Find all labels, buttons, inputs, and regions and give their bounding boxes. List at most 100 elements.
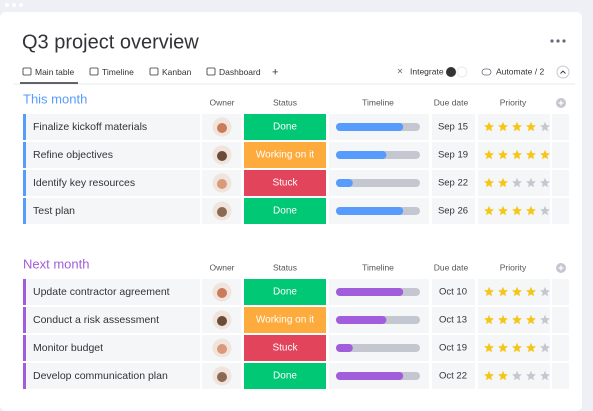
row-accent <box>23 307 26 333</box>
priority-rating[interactable] <box>484 342 550 353</box>
owner-face <box>217 344 227 354</box>
due-date: Oct 13 <box>439 315 467 326</box>
row-accent <box>23 114 26 140</box>
timeline-progress <box>336 344 353 352</box>
timeline-progress <box>336 123 404 131</box>
priority-star <box>526 149 536 160</box>
task-name[interactable]: Update contractor agreement <box>33 286 170 298</box>
task-row[interactable]: Conduct a risk assessment Working on it Oc… <box>23 307 569 333</box>
priority-rating[interactable] <box>484 177 550 188</box>
timeline-progress <box>336 316 387 324</box>
priority-star <box>526 205 536 216</box>
task-row[interactable]: Develop communication plan Done Oct 22 <box>23 363 569 389</box>
priority-star <box>540 121 550 132</box>
integrate-button[interactable]: Integrate <box>410 66 444 76</box>
integration-logo <box>456 66 468 78</box>
priority-star <box>512 342 522 353</box>
extra-cell <box>552 198 569 224</box>
priority-star <box>540 177 550 188</box>
priority-star <box>484 149 494 160</box>
row-accent <box>23 170 26 196</box>
task-row[interactable]: Finalize kickoff materials Done Sep 15 <box>23 114 569 140</box>
owner-face <box>217 179 227 189</box>
due-date: Sep 22 <box>438 178 468 189</box>
status-label: Working on it <box>256 315 314 326</box>
row-accent <box>23 142 26 168</box>
priority-rating[interactable] <box>484 149 550 160</box>
group-title[interactable]: This month <box>23 91 87 106</box>
owner-face <box>217 151 227 161</box>
task-cell <box>26 114 200 140</box>
due-date: Sep 19 <box>438 150 468 161</box>
more-menu[interactable] <box>550 39 566 43</box>
automate-button[interactable]: Automate / 2 <box>496 66 544 76</box>
row-accent <box>23 335 26 361</box>
tab[interactable]: Kanban <box>162 67 192 77</box>
tab[interactable]: + <box>272 66 278 78</box>
due-date-cell <box>432 142 475 168</box>
owner-face <box>217 123 227 133</box>
due-date: Sep 26 <box>438 206 468 217</box>
window-dot <box>12 3 16 7</box>
status-cell[interactable] <box>244 114 326 140</box>
task-cell <box>26 335 200 361</box>
priority-star <box>498 342 508 353</box>
status-cell[interactable] <box>244 307 326 333</box>
tab[interactable]: Main table <box>35 67 74 77</box>
task-cell <box>26 307 200 333</box>
tab[interactable]: Timeline <box>102 67 134 77</box>
integration-logo <box>446 67 456 77</box>
priority-rating[interactable] <box>484 370 550 381</box>
priority-star <box>526 370 536 381</box>
status-label: Stuck <box>272 343 298 354</box>
collapse-button[interactable] <box>556 65 570 79</box>
priority-star <box>526 314 536 325</box>
task-row[interactable]: Monitor budget Stuck Oct 19 <box>23 335 569 361</box>
task-cell <box>26 142 200 168</box>
priority-rating[interactable] <box>484 286 550 297</box>
priority-star <box>512 370 522 381</box>
collapse-icon <box>560 70 566 74</box>
status-cell[interactable] <box>244 142 326 168</box>
task-name[interactable]: Identify key resources <box>33 177 135 189</box>
task-name[interactable]: Finalize kickoff materials <box>33 121 147 133</box>
task-row[interactable]: Update contractor agreement Done Oct 10 <box>23 279 569 305</box>
group-title[interactable]: Next month <box>23 256 89 271</box>
task-name[interactable]: Conduct a risk assessment <box>33 314 159 326</box>
status-cell[interactable] <box>244 170 326 196</box>
due-date: Oct 22 <box>439 371 467 382</box>
task-row[interactable]: Test plan Done Sep 26 <box>23 198 569 224</box>
timeline-progress <box>336 288 404 296</box>
row-accent <box>23 363 26 389</box>
due-date-cell <box>432 335 475 361</box>
priority-star <box>484 314 494 325</box>
task-name[interactable]: Refine objectives <box>33 149 113 161</box>
task-name[interactable]: Monitor budget <box>33 342 103 354</box>
priority-rating[interactable] <box>484 314 550 325</box>
row-accent <box>23 279 26 305</box>
task-row[interactable]: Identify key resources Stuck Sep 22 <box>23 170 569 196</box>
tab-icon <box>206 67 216 76</box>
status-cell[interactable] <box>244 198 326 224</box>
column-header: Timeline <box>362 262 394 272</box>
priority-star <box>540 286 550 297</box>
due-date: Oct 10 <box>439 287 467 298</box>
status-cell[interactable] <box>244 363 326 389</box>
priority-star <box>498 121 508 132</box>
tab[interactable]: Dashboard <box>219 67 261 77</box>
priority-rating[interactable] <box>484 205 550 216</box>
task-name[interactable]: Develop communication plan <box>33 370 168 382</box>
priority-star <box>484 121 494 132</box>
extra-cell <box>552 114 569 140</box>
priority-star <box>498 149 508 160</box>
task-name[interactable]: Test plan <box>33 205 75 217</box>
task-row[interactable]: Refine objectives Working on it Sep 19 <box>23 142 569 168</box>
timeline-progress <box>336 151 387 159</box>
status-label: Done <box>273 371 297 382</box>
priority-rating[interactable] <box>484 121 550 132</box>
column-header: Due date <box>434 97 469 107</box>
status-cell[interactable] <box>244 279 326 305</box>
tab-icon <box>22 67 32 76</box>
status-cell[interactable] <box>244 335 326 361</box>
